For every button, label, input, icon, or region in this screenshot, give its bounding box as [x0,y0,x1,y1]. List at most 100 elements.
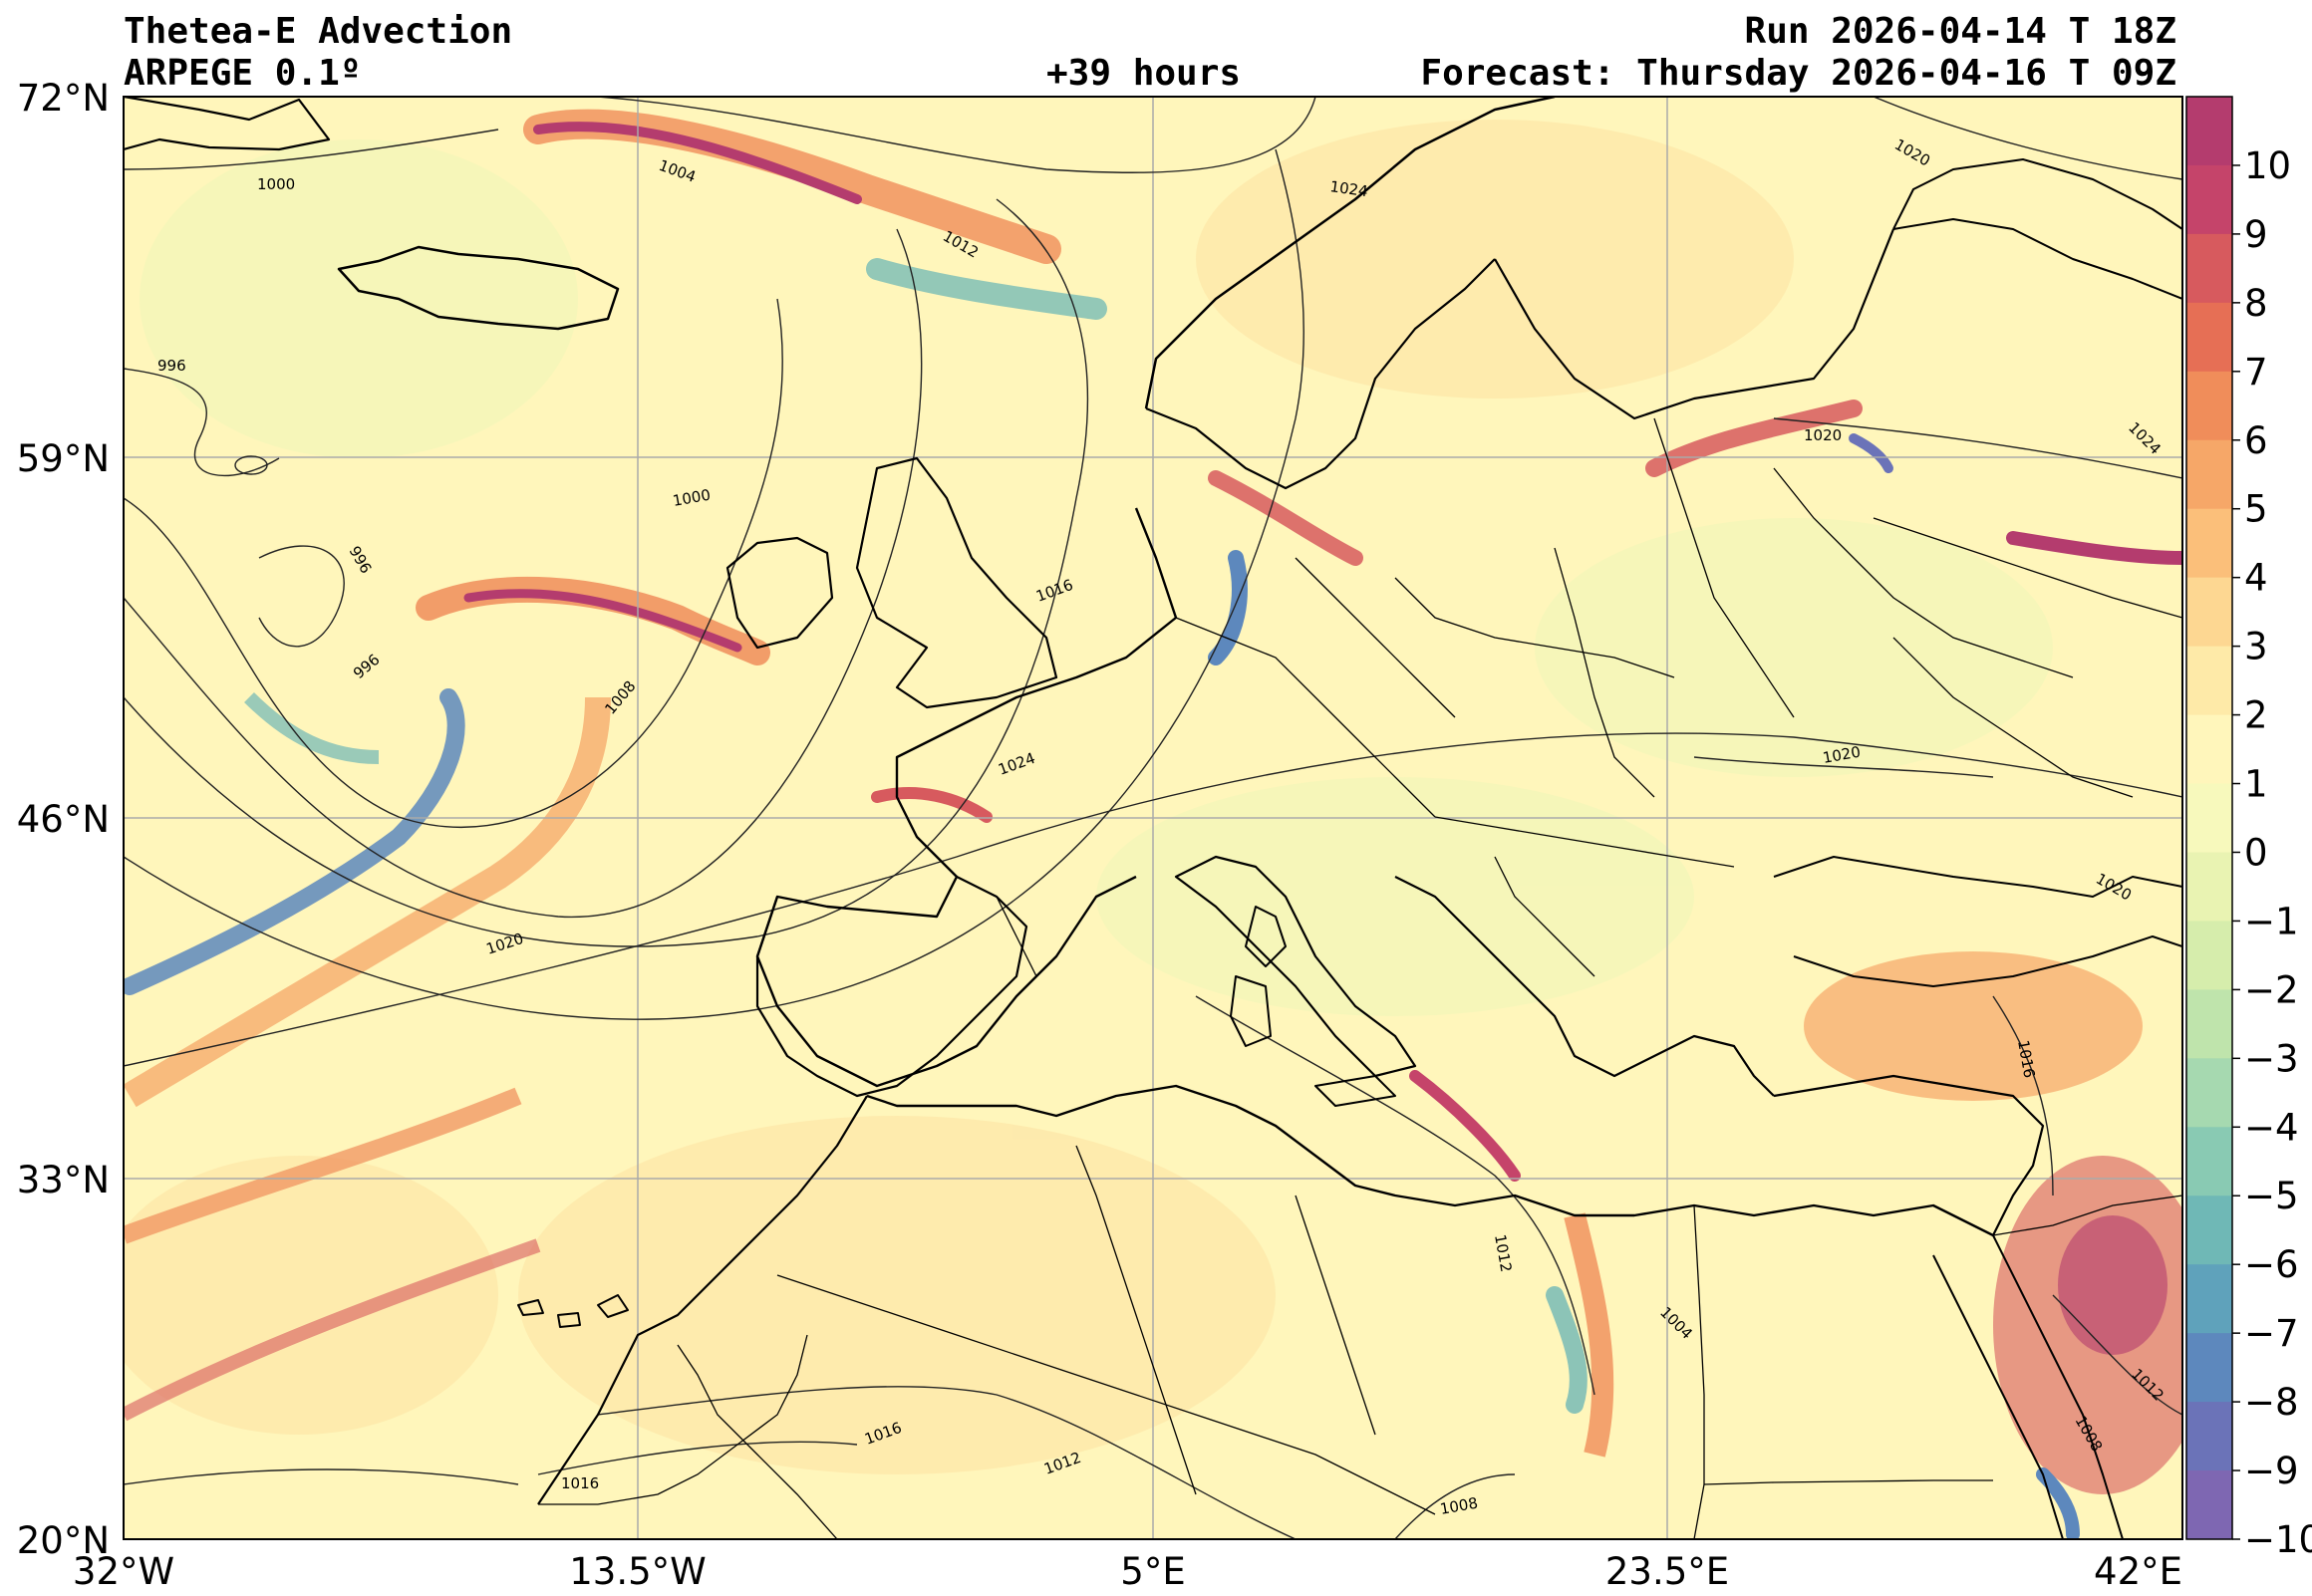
warm-patch [1804,951,2143,1101]
colorbar-band [2186,921,2232,990]
isobar-line [1195,995,1595,1396]
colorbar-tick-label: −5 [2244,1175,2299,1217]
colorbar-tick-label: −7 [2244,1312,2299,1355]
isobar-line [124,198,1089,947]
colorbar-band [2186,164,2232,235]
coast-sardinia [1230,975,1272,1047]
isobar-line [124,732,2182,1067]
warm-core [463,589,742,653]
warm-core [1409,1070,1521,1182]
border [1693,1204,1705,1539]
colorbar-tick-label: 3 [2244,626,2268,668]
coast-britain [855,456,1058,709]
colorbar-frame [2185,96,2233,1540]
isobar-line [124,298,783,828]
coast-north-africa [866,1084,1994,1237]
warm-band [124,1087,522,1244]
warm-core [533,122,862,204]
coast-canary [517,1299,544,1316]
border [1653,417,1795,718]
border [1892,637,2134,798]
isobar-label: 1016 [561,1474,599,1492]
colorbar-tick-label: −9 [2244,1450,2299,1492]
colorbar-tick-label: 8 [2244,282,2268,325]
colorbar-band [2186,783,2232,853]
lon-axis: 32°W 13.5°W 5°E 23.5°E 42°E [73,1550,2182,1593]
cold-band [866,258,1107,320]
colorbar-tick-label: −2 [2244,968,2299,1011]
coast-anatolia [1773,1074,2045,1236]
border [1394,577,1675,678]
isobar-line [597,97,1316,173]
colorbar-band [2186,1058,2232,1128]
colorbar-band [2186,1402,2232,1471]
cold-band [1208,550,1248,665]
colorbar-band [2186,508,2232,579]
border [1992,1195,2182,1236]
cold-band [244,692,380,764]
pale-patch [140,139,578,458]
isobar-line [1873,97,2182,180]
warm-band [1645,399,1863,477]
colorbar-band [2186,302,2232,373]
coast-baltic [1494,228,1895,420]
model-name: ARPEGE 0.1º [124,53,362,94]
map-title: Thetea-E Advection [124,11,513,52]
colorbar-tick-label: 4 [2244,557,2268,600]
colorbar-band [2186,1333,2232,1403]
colorbar-tick-label: 1 [2244,763,2268,806]
colorbar-tick-label: −3 [2244,1037,2299,1080]
border [1434,816,1735,868]
coast-black-sea-south [1793,935,2182,987]
coast-corsica [1245,906,1287,967]
colorbar-band [2186,371,2232,441]
isobar-line [124,129,499,170]
colorbar-band [2186,1127,2232,1197]
isobar-line [258,545,345,648]
coast-balkans [1394,876,1775,1097]
isobar-line [2052,1294,2182,1416]
cold-band [124,688,465,995]
coast-sweden [1145,258,1496,490]
border [1873,517,2182,619]
lon-tick-label: 13.5°W [569,1550,706,1593]
warm-band [1208,470,1363,566]
pale-patch [518,1116,1276,1474]
colorbar-band [2186,233,2232,304]
colorbar-tick-label: −10 [2244,1518,2312,1561]
coast-canary [597,1294,629,1318]
coast-norway [1144,97,1556,409]
coast-morocco [537,1095,868,1505]
border [1554,547,1655,798]
lon-tick-label: 32°W [73,1550,174,1593]
isobar-label: 1000 [257,175,295,193]
border [1773,467,2074,678]
coastlines [124,97,2182,1539]
border [1295,1195,1376,1436]
coast-black-sea-north [1773,856,2182,898]
colorbar-band [2186,989,2232,1059]
isobar-line [1992,995,2054,1197]
coast-iberia [755,876,1028,1098]
warm-band [1564,1212,1614,1458]
lat-tick-label: 46°N [17,798,110,841]
isobar-line [124,148,1304,1020]
colorbar-band [2186,577,2232,648]
lat-tick-label: 33°N [17,1159,110,1201]
graticule [124,97,2182,1539]
plot-frame [123,96,2183,1540]
border [1075,1145,1197,1495]
lat-axis: 72°N 59°N 46°N 33°N 20°N [17,77,110,1562]
coast-greenland [124,97,331,151]
colorbar-band [2186,714,2232,785]
border [776,1274,1436,1515]
coast-red-sea-west [1932,1254,2064,1539]
colorbar-tick-label: 9 [2244,213,2268,256]
warm-patch [2058,1215,2168,1355]
lat-tick-label: 72°N [17,77,110,120]
colorbar-band [2186,852,2232,922]
colorbar-tick-label: −4 [2244,1106,2299,1149]
pale-patch [1096,777,1694,1016]
